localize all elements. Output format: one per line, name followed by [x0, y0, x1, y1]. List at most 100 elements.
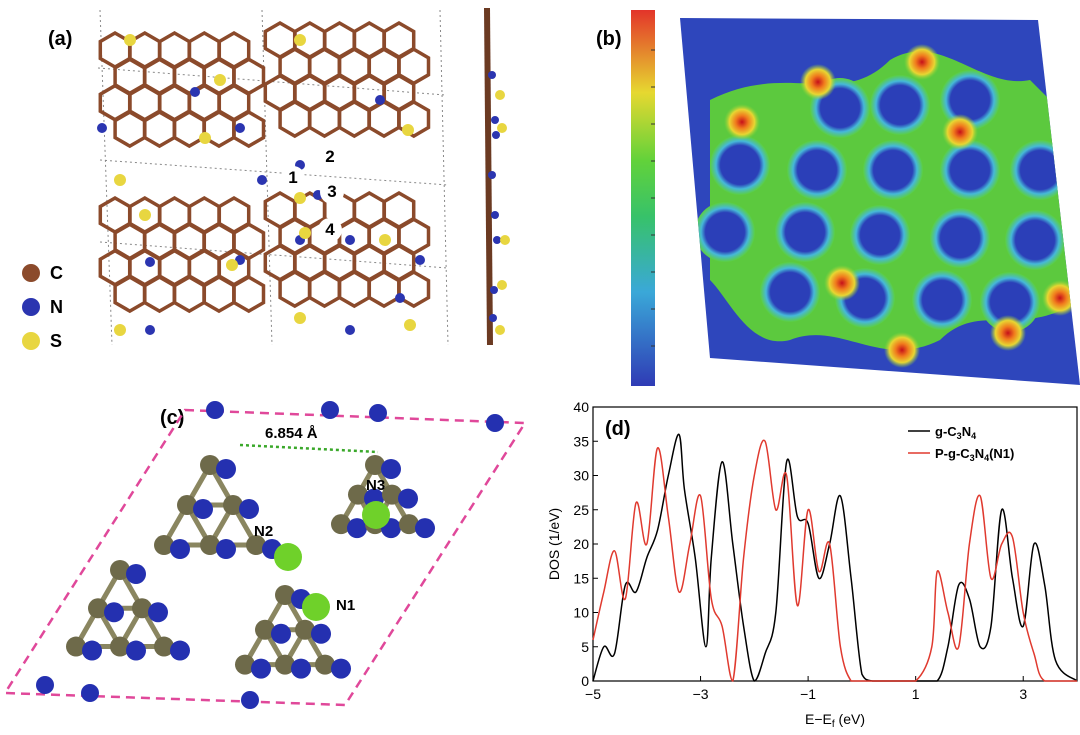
side-nitrogen-atom: [492, 131, 500, 139]
y-tick-label: 30: [573, 468, 589, 484]
phosphorus-atom: [274, 543, 302, 571]
carbon-ring: [172, 275, 206, 314]
density-hotspot: [724, 104, 760, 140]
nitrogen-atom: [415, 518, 435, 539]
distance-line: [239, 443, 379, 454]
carbon-ring: [278, 270, 312, 309]
carbon-atom: [246, 535, 266, 556]
carbon-atom: [365, 455, 385, 475]
side-nitrogen-atom: [491, 211, 499, 219]
dos-chart: 0 5 10 15 20 25 30 35 40 −5 −3 −1 1 3 DOS (1/eV) E−E…: [546, 399, 1078, 730]
side-sulfur-atom: [495, 325, 505, 335]
nitrogen-atom: [345, 325, 355, 335]
sulfur-atom: [124, 34, 136, 46]
panel-b: (b): [560, 0, 1080, 395]
density-hotspot: [942, 114, 978, 150]
unit-cell: [2, 408, 528, 707]
nitrogen-atom: [347, 518, 367, 539]
sulfur-atom: [294, 312, 306, 324]
panel-b-label: (b): [596, 28, 622, 50]
nitrogen-atom: [216, 539, 236, 560]
y-tick-label: 40: [573, 399, 589, 415]
series-line-1: [592, 433, 1078, 682]
carbon-ring: [337, 99, 371, 139]
nitrogen-atom: [145, 325, 155, 335]
nitrogen-atom: [398, 488, 418, 509]
structure-a: [97, 7, 510, 346]
nitrogen-atom: [239, 499, 259, 520]
legend-series-1: g-C3N4: [935, 424, 976, 441]
nitrogen-atom: [271, 623, 291, 644]
density-hole: [870, 75, 930, 135]
nitrogen-atom: [369, 404, 387, 422]
density-hole: [850, 205, 910, 265]
sulfur-atom: [294, 192, 306, 204]
carbon-ring: [397, 270, 431, 309]
nitrogen-atom: [291, 658, 311, 679]
legend-carbon-label: C: [50, 262, 63, 283]
nitrogen-atom: [311, 623, 331, 644]
carbon-ring: [367, 99, 401, 139]
density-hole: [940, 140, 1000, 200]
density-hole: [912, 270, 972, 330]
nitrogen-atom: [257, 175, 267, 185]
density-hole: [787, 140, 847, 200]
density-hotspot: [884, 332, 920, 368]
site-label-3: 3: [320, 180, 344, 204]
nitrogen-atom: [170, 539, 190, 560]
y-tick-label: 15: [573, 570, 589, 586]
density-hotspot: [824, 265, 860, 301]
x-axis-label-unit: (eV): [835, 711, 865, 727]
carbon-atom: [66, 636, 86, 657]
y-tick-label: 35: [573, 433, 589, 449]
side-sulfur-atom: [497, 280, 507, 290]
x-axis-label-sub: f: [832, 719, 835, 730]
nitrogen-atom: [81, 684, 99, 702]
sulfur-atom: [139, 209, 151, 221]
side-nitrogen-atom: [489, 314, 497, 322]
charge-density-map: [631, 10, 1080, 386]
density-hole: [760, 262, 820, 322]
sulfur-atom: [299, 227, 311, 239]
phosphorus-atom: [302, 593, 330, 621]
density-hole: [695, 202, 755, 262]
side-sulfur-atom: [497, 123, 507, 133]
side-nitrogen-atom: [488, 171, 496, 179]
site-label-4: 4: [318, 218, 342, 242]
carbon-atom: [331, 514, 351, 535]
side-sulfur-atom: [500, 235, 510, 245]
nitrogen-atom: [486, 414, 504, 432]
x-axis-label-main: E−E: [805, 711, 832, 727]
carbon-ring: [113, 275, 147, 314]
carbon-atom: [348, 484, 368, 505]
carbon-atom: [177, 495, 197, 516]
nitrogen-atom: [36, 676, 54, 694]
structure-c: [2, 401, 528, 709]
series-line-2: [592, 439, 1077, 682]
density-hotspot: [990, 315, 1026, 351]
legend-sulfur: S: [22, 324, 63, 358]
carbon-swatch: [22, 264, 40, 282]
nitrogen-atom: [415, 255, 425, 265]
carbon-atom: [255, 619, 275, 640]
density-hole: [710, 135, 770, 195]
atom-label-n2: N2: [254, 523, 274, 540]
site-label-1: 1: [281, 166, 305, 190]
nitrogen-atom: [126, 564, 146, 584]
y-tick-label: 10: [573, 605, 589, 621]
carbon-ring: [308, 270, 342, 309]
panel-c: (c) 6.854 Å N2 N3 N1: [0, 395, 545, 735]
nitrogen-atom: [381, 459, 401, 479]
nitrogen-atom: [345, 235, 355, 245]
carbon-atom: [154, 535, 174, 556]
nitrogen-atom: [331, 658, 351, 679]
density-hole: [980, 272, 1040, 332]
legend-nitrogen: N: [22, 290, 63, 324]
side-nitrogen-atom: [493, 236, 501, 244]
sulfur-atom: [379, 234, 391, 246]
carbon-ring: [202, 275, 236, 314]
nitrogen-atom: [241, 691, 259, 709]
density-hotspot: [1054, 110, 1080, 146]
nitrogen-atom: [251, 658, 271, 679]
carbon-atom: [275, 585, 295, 605]
